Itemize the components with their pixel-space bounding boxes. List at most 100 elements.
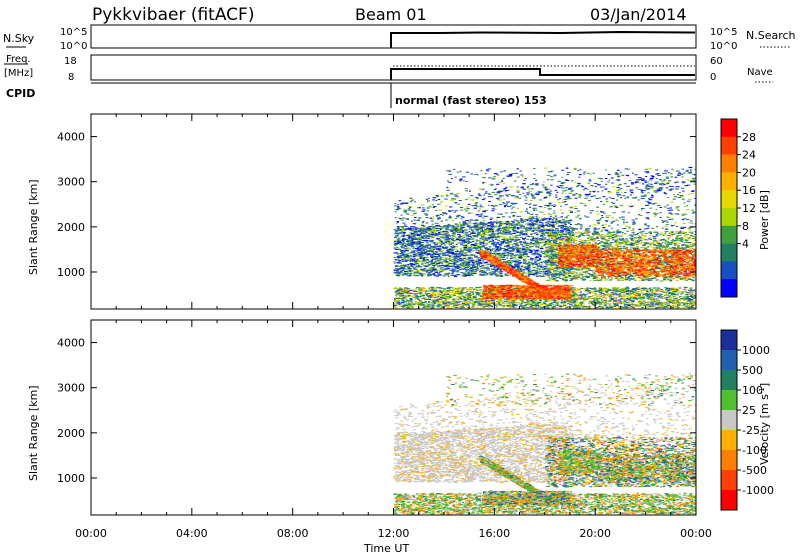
power-cell — [691, 293, 694, 296]
power-cell — [499, 270, 503, 272]
power-cell — [641, 305, 645, 307]
power-cell — [640, 296, 643, 298]
power-cell — [613, 299, 616, 301]
power-cell — [453, 263, 457, 265]
power-cell — [552, 226, 556, 228]
power-cell — [484, 299, 487, 301]
power-cell — [614, 300, 618, 302]
power-cell — [563, 304, 567, 306]
power-cell — [439, 245, 442, 247]
power-cell — [460, 260, 465, 262]
power-cell — [454, 288, 459, 290]
power-cell — [562, 302, 567, 304]
power-cell — [533, 273, 537, 275]
cpid-text: normal (fast stereo) 153 — [395, 94, 547, 107]
power-cell — [401, 291, 403, 293]
power-cell — [442, 294, 445, 296]
power-cell — [488, 292, 491, 294]
power-cell — [408, 228, 412, 230]
power-cell — [500, 275, 504, 277]
power-cell — [430, 225, 435, 227]
power-cell — [454, 252, 458, 254]
power-cell — [646, 297, 650, 299]
power-cell — [423, 251, 427, 253]
power-cell — [419, 243, 423, 245]
power-cell — [397, 288, 400, 290]
power-cell — [668, 295, 672, 297]
power-cell — [576, 300, 578, 302]
power-cell — [432, 301, 437, 303]
power-cell — [578, 296, 582, 298]
power-cell — [598, 289, 603, 292]
power-cell — [398, 257, 402, 259]
power-cell — [558, 259, 561, 261]
power-cell — [451, 259, 454, 261]
power-cell — [464, 234, 469, 236]
power-cell — [512, 267, 516, 269]
power-cell — [412, 263, 416, 265]
power-cell — [432, 242, 436, 244]
power-cell — [677, 289, 680, 291]
power-cell — [400, 291, 403, 293]
power-cell — [393, 261, 397, 263]
power-cell — [479, 241, 483, 243]
power-cell — [603, 304, 606, 306]
power-cell — [429, 249, 434, 251]
power-cell — [494, 237, 498, 239]
power-cell — [655, 307, 658, 309]
power-cell — [665, 287, 669, 289]
power-cell — [490, 223, 494, 225]
power-cell — [618, 289, 623, 291]
power-cell — [589, 301, 593, 303]
power-cell — [619, 302, 622, 304]
power-cell — [640, 292, 644, 294]
power-cell — [634, 298, 637, 300]
power-cell — [427, 240, 431, 242]
power-cell — [545, 229, 548, 231]
power-cell — [619, 295, 623, 297]
power-cell — [453, 256, 457, 258]
power-cell — [545, 300, 549, 302]
power-cell — [560, 274, 563, 276]
power-cell — [596, 302, 599, 304]
power-cell — [435, 253, 438, 255]
power-cell — [573, 301, 577, 303]
power-cell — [427, 297, 431, 299]
power-cell — [667, 299, 670, 301]
power-cell — [486, 274, 489, 276]
power-cell — [419, 257, 422, 259]
power-cell — [429, 247, 434, 249]
power-cell — [520, 230, 523, 232]
power-cell — [442, 302, 447, 304]
power-cell — [691, 293, 694, 295]
power-cell — [424, 291, 427, 293]
power-cell — [616, 287, 620, 289]
power-cell — [535, 267, 540, 269]
power-cell — [411, 289, 415, 291]
power-cell — [665, 296, 669, 298]
power-cell — [479, 223, 481, 225]
power-cell — [497, 249, 501, 251]
power-cell — [598, 303, 603, 305]
power-cell — [453, 234, 456, 236]
power-cell — [398, 274, 403, 276]
power-cell — [608, 306, 613, 308]
power-cell — [521, 300, 524, 302]
power-cell — [597, 296, 601, 298]
power-cell — [464, 243, 469, 245]
power-cell — [499, 300, 503, 302]
power-cell — [529, 258, 534, 260]
power-cell — [606, 303, 609, 305]
power-cell — [465, 304, 468, 306]
power-cell — [665, 289, 668, 291]
power-cell — [686, 291, 690, 293]
power-cell — [603, 299, 607, 301]
power-cell — [664, 287, 667, 289]
power-cell — [401, 242, 406, 244]
power-cell — [456, 228, 459, 230]
power-cell — [668, 292, 671, 294]
power-cell — [502, 292, 505, 294]
power-cell — [458, 294, 461, 296]
power-cell — [495, 269, 498, 271]
power-cell — [633, 305, 636, 307]
